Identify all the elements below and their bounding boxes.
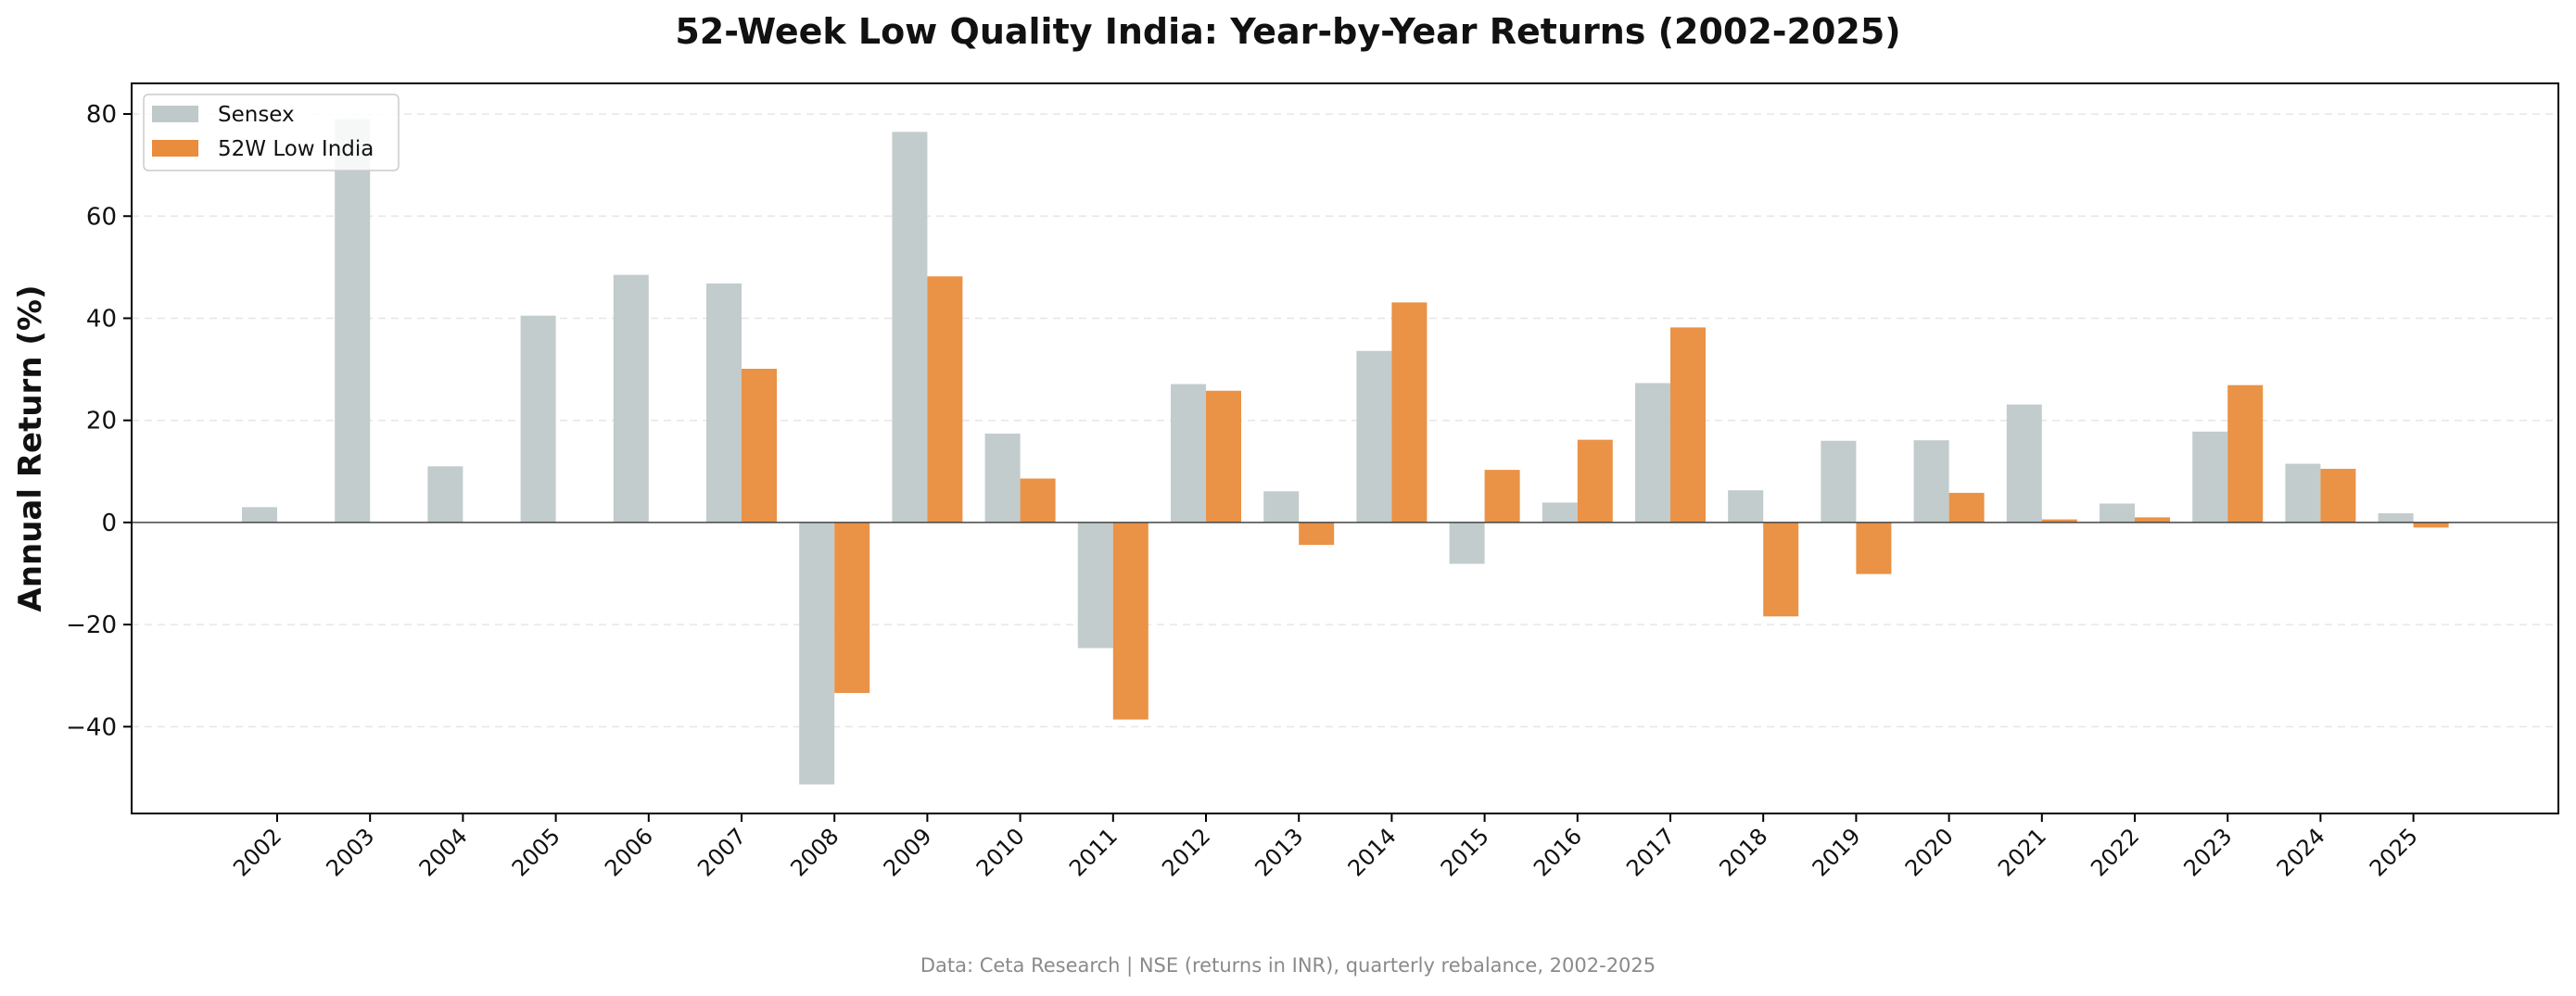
- x-tick-label: 2019: [1808, 823, 1866, 881]
- bar-52w-low-india-2008: [834, 522, 870, 693]
- grid-lines: [132, 113, 2558, 728]
- bar-52w-low-india-2022: [2135, 517, 2170, 523]
- x-tick-label: 2010: [971, 823, 1030, 881]
- x-tick-label: 2002: [228, 823, 286, 881]
- bar-sensex-2011: [1077, 522, 1113, 649]
- bar-52w-low-india-2015: [1484, 470, 1520, 523]
- y-axis: 80 60 40 20 0 −20 −40: [66, 101, 132, 741]
- x-tick-label: 2011: [1064, 823, 1123, 881]
- legend: Sensex 52W Low India: [143, 94, 400, 171]
- x-tick-label: 2005: [507, 823, 565, 881]
- bar-52w-low-india-2021: [2041, 519, 2077, 523]
- bar-sensex-2017: [1635, 383, 1670, 523]
- bar-sensex-2004: [427, 466, 463, 523]
- x-axis: 2002 2003 2004 2005 2006 2007 2008 2009 2010 2011…: [228, 813, 2423, 881]
- bar-sensex-2013: [1263, 491, 1300, 523]
- bar-52w-low-india-2016: [1577, 439, 1613, 523]
- bar-sensex-2012: [1171, 384, 1206, 523]
- bar-52w-low-india-2025: [2413, 522, 2449, 528]
- bar-52w-low-india-2014: [1391, 302, 1428, 523]
- legend-label-52w-low-india: 52W Low India: [218, 137, 374, 161]
- x-tick-label: 2004: [414, 823, 473, 881]
- bar-sensex-2006: [613, 274, 649, 523]
- legend-swatch-sensex: [152, 106, 198, 122]
- bar-52w-low-india-2012: [1206, 390, 1241, 523]
- bar-sensex-2008: [799, 522, 835, 785]
- y-tick-label: 0: [101, 510, 117, 537]
- x-tick-label: 2017: [1621, 823, 1680, 881]
- bar-52w-low-india-2010: [1020, 478, 1056, 523]
- y-tick-label: 40: [86, 305, 117, 333]
- x-tick-label: 2014: [1343, 823, 1402, 881]
- y-tick-label: −40: [66, 713, 117, 741]
- x-tick-label: 2013: [1250, 823, 1308, 881]
- bar-sensex-2003: [335, 119, 371, 523]
- x-tick-label: 2016: [1529, 823, 1587, 881]
- x-tick-label: 2022: [2086, 823, 2144, 881]
- bar-sensex-2002: [242, 507, 277, 523]
- x-tick-label: 2024: [2272, 823, 2330, 881]
- bar-52w-low-india-2007: [742, 369, 777, 523]
- x-tick-label: 2018: [1714, 823, 1772, 881]
- x-tick-label: 2020: [1900, 823, 1959, 881]
- source-footnote: Data: Ceta Research | NSE (returns in IN…: [920, 954, 1656, 977]
- bar-52w-low-india-2020: [1948, 492, 1985, 523]
- legend-label-sensex: Sensex: [218, 103, 295, 127]
- bar-sensex-2015: [1449, 522, 1485, 564]
- bar-sensex-2014: [1356, 350, 1392, 523]
- x-tick-label: 2012: [1157, 823, 1215, 881]
- bars: [242, 119, 2449, 785]
- bar-52w-low-india-2019: [1856, 522, 1892, 574]
- bar-sensex-2019: [1821, 440, 1857, 523]
- bar-52w-low-india-2011: [1112, 522, 1148, 720]
- x-tick-label: 2007: [692, 823, 751, 881]
- legend-swatch-52w-low-india: [152, 140, 198, 157]
- bar-sensex-2016: [1542, 502, 1578, 523]
- x-tick-label: 2006: [600, 823, 658, 881]
- bar-52w-low-india-2024: [2320, 469, 2356, 523]
- bar-sensex-2025: [2378, 512, 2414, 523]
- y-tick-label: −20: [66, 611, 117, 639]
- bar-52w-low-india-2009: [927, 276, 963, 523]
- bar-52w-low-india-2013: [1299, 522, 1335, 546]
- x-tick-label: 2015: [1436, 823, 1494, 881]
- bar-sensex-2020: [1913, 440, 1949, 523]
- bar-52w-low-india-2023: [2227, 385, 2264, 523]
- x-tick-label: 2003: [321, 823, 379, 881]
- bar-sensex-2009: [892, 132, 928, 523]
- x-tick-label: 2008: [785, 823, 844, 881]
- bar-sensex-2021: [2006, 404, 2042, 523]
- y-axis-label: Annual Return (%): [12, 284, 49, 611]
- bar-sensex-2010: [984, 434, 1021, 523]
- bar-sensex-2022: [2100, 503, 2135, 523]
- y-tick-label: 60: [86, 203, 117, 231]
- bar-52w-low-india-2018: [1763, 522, 1799, 617]
- bar-sensex-2007: [706, 284, 742, 523]
- bar-sensex-2018: [1728, 490, 1764, 523]
- x-tick-label: 2025: [2365, 823, 2423, 881]
- y-tick-label: 20: [86, 408, 117, 435]
- legend-box: [143, 94, 400, 171]
- bar-sensex-2023: [2192, 431, 2228, 523]
- x-tick-label: 2009: [879, 823, 937, 881]
- bar-sensex-2005: [520, 315, 556, 523]
- x-tick-label: 2021: [1993, 823, 2051, 881]
- y-tick-label: 80: [86, 101, 117, 129]
- chart-title: 52-Week Low Quality India: Year-by-Year …: [675, 11, 1901, 52]
- bar-52w-low-india-2017: [1670, 327, 1706, 523]
- bar-sensex-2024: [2285, 463, 2321, 523]
- plot-frame: [131, 82, 2559, 814]
- x-tick-label: 2023: [2178, 823, 2237, 881]
